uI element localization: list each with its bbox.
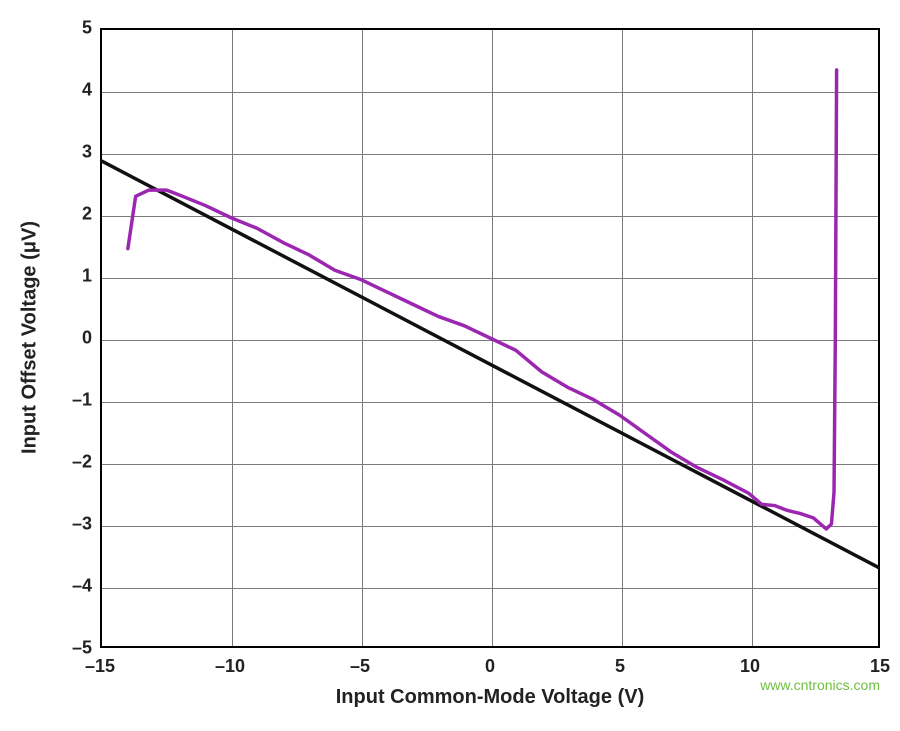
y-tick-label: 3 [56,142,92,163]
ideal-line [102,161,878,567]
y-axis-label: Input Offset Voltage (μV) [19,28,42,648]
y-tick-label: –5 [56,638,92,659]
y-tick-label: 5 [56,18,92,39]
y-tick-label: 2 [56,204,92,225]
y-tick-label: 1 [56,266,92,287]
x-tick-label: –15 [85,656,115,677]
x-tick-label: –10 [215,656,245,677]
x-tick-label: 0 [485,656,495,677]
x-tick-label: 15 [870,656,890,677]
x-tick-label: 5 [615,656,625,677]
y-tick-label: 0 [56,328,92,349]
y-tick-label: 4 [56,80,92,101]
offset-vs-commonmode-chart: –15–10–5051015–5–4–3–2–1012345Input Comm… [0,0,900,731]
series-layer [102,30,878,646]
y-tick-label: –2 [56,452,92,473]
y-tick-label: –3 [56,514,92,535]
measured-curve [128,70,837,529]
y-tick-label: –4 [56,576,92,597]
watermark: www.cntronics.com [760,677,880,693]
x-tick-label: –5 [350,656,370,677]
plot-area [100,28,880,648]
y-tick-label: –1 [56,390,92,411]
x-tick-label: 10 [740,656,760,677]
